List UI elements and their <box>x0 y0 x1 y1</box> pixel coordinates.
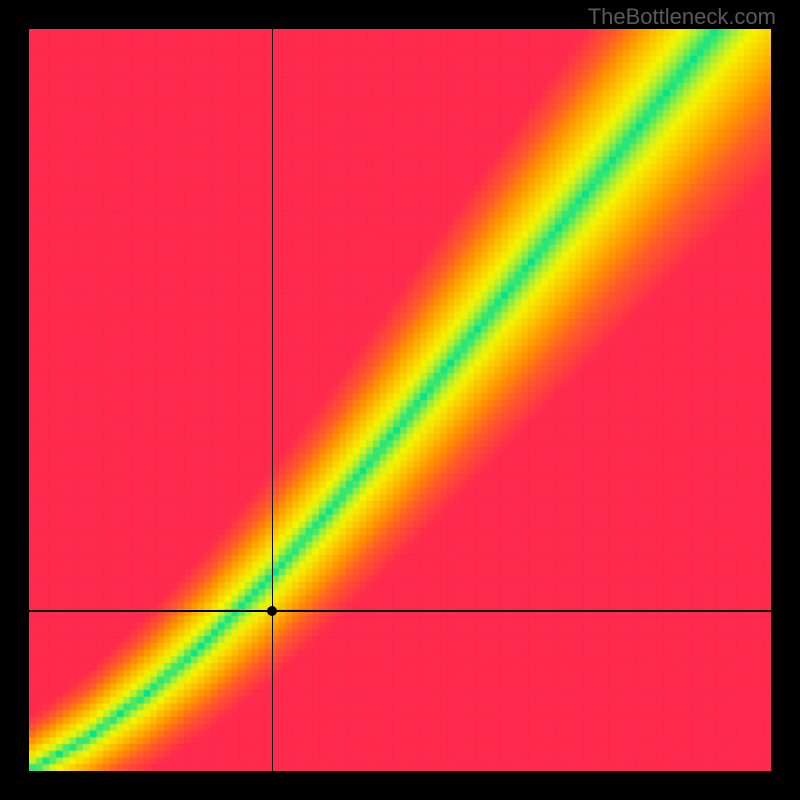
crosshair-vertical <box>272 29 274 771</box>
heatmap-canvas <box>29 29 771 771</box>
watermark-text: TheBottleneck.com <box>588 4 776 30</box>
marker-dot <box>267 606 277 616</box>
crosshair-horizontal <box>29 610 771 612</box>
bottleneck-heatmap <box>29 29 771 771</box>
